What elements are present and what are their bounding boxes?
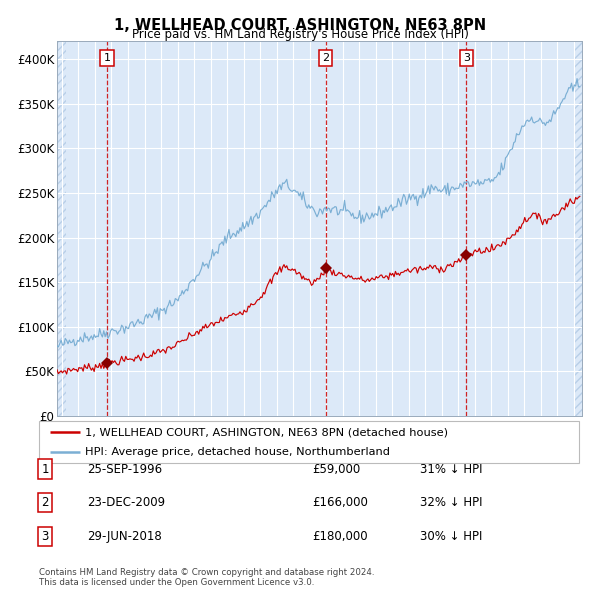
Text: 23-DEC-2009: 23-DEC-2009 bbox=[87, 496, 165, 509]
FancyBboxPatch shape bbox=[39, 421, 579, 463]
Text: 3: 3 bbox=[41, 530, 49, 543]
Text: 30% ↓ HPI: 30% ↓ HPI bbox=[420, 530, 482, 543]
Text: 32% ↓ HPI: 32% ↓ HPI bbox=[420, 496, 482, 509]
Text: 25-SEP-1996: 25-SEP-1996 bbox=[87, 463, 162, 476]
Text: 1, WELLHEAD COURT, ASHINGTON, NE63 8PN (detached house): 1, WELLHEAD COURT, ASHINGTON, NE63 8PN (… bbox=[85, 427, 448, 437]
Text: £180,000: £180,000 bbox=[312, 530, 368, 543]
Text: 1: 1 bbox=[104, 53, 110, 63]
Text: £59,000: £59,000 bbox=[312, 463, 360, 476]
Text: HPI: Average price, detached house, Northumberland: HPI: Average price, detached house, Nort… bbox=[85, 447, 390, 457]
Text: Price paid vs. HM Land Registry's House Price Index (HPI): Price paid vs. HM Land Registry's House … bbox=[131, 28, 469, 41]
Text: 3: 3 bbox=[463, 53, 470, 63]
Text: 2: 2 bbox=[322, 53, 329, 63]
Text: 1, WELLHEAD COURT, ASHINGTON, NE63 8PN: 1, WELLHEAD COURT, ASHINGTON, NE63 8PN bbox=[114, 18, 486, 32]
Text: Contains HM Land Registry data © Crown copyright and database right 2024.
This d: Contains HM Land Registry data © Crown c… bbox=[39, 568, 374, 587]
Text: 29-JUN-2018: 29-JUN-2018 bbox=[87, 530, 162, 543]
Text: 31% ↓ HPI: 31% ↓ HPI bbox=[420, 463, 482, 476]
Text: 1: 1 bbox=[41, 463, 49, 476]
Text: £166,000: £166,000 bbox=[312, 496, 368, 509]
Text: 2: 2 bbox=[41, 496, 49, 509]
